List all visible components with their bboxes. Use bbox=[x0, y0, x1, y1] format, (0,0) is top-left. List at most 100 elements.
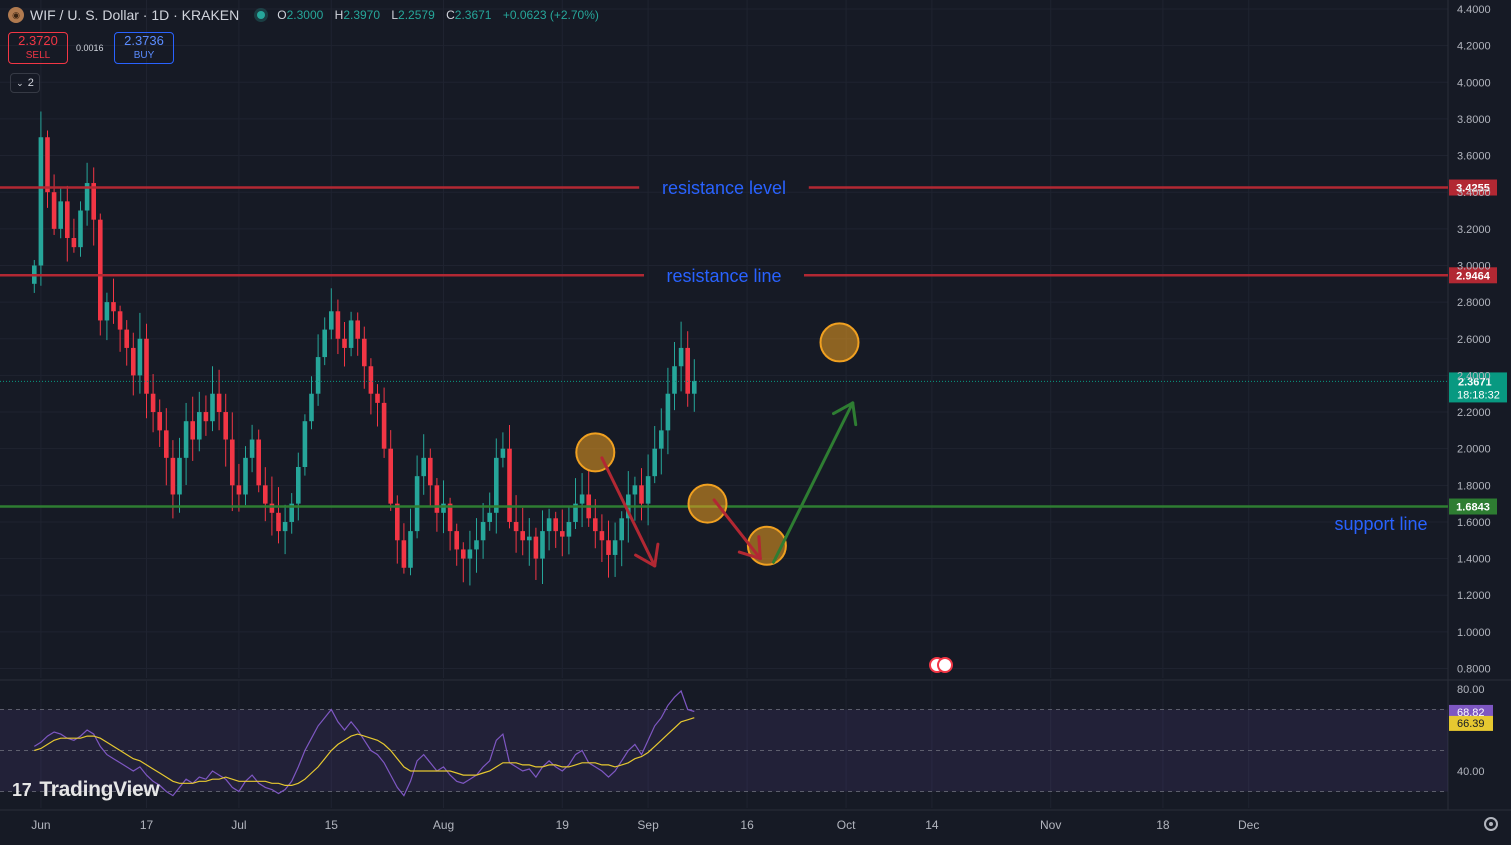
candle-body bbox=[117, 311, 123, 330]
candle-body bbox=[408, 531, 413, 568]
sell-button[interactable]: 2.3720 SELL bbox=[8, 32, 68, 64]
symbol-title[interactable]: WIF / U. S. Dollar · 1D · KRAKEN bbox=[30, 7, 240, 23]
candle-body bbox=[527, 536, 532, 541]
candle-body bbox=[461, 549, 466, 559]
price-tick-label: 2.8000 bbox=[1457, 297, 1491, 309]
time-tick-label: 18 bbox=[1156, 818, 1170, 832]
candle-body bbox=[137, 338, 143, 376]
candle-body bbox=[84, 183, 90, 211]
highlight-circle bbox=[687, 483, 728, 524]
candle-body bbox=[434, 485, 440, 513]
candle-body bbox=[315, 357, 321, 394]
candle-body bbox=[665, 393, 671, 431]
chevron-down-icon: ⌄ bbox=[16, 77, 24, 88]
candle-body bbox=[507, 448, 512, 522]
price-tick-label: 3.4000 bbox=[1457, 187, 1491, 199]
arrow-head bbox=[737, 550, 762, 561]
low-key: L bbox=[391, 8, 399, 22]
candle-body bbox=[414, 476, 420, 532]
candle-body bbox=[375, 393, 380, 403]
candle-body bbox=[78, 210, 83, 248]
time-tick-label: Oct bbox=[837, 818, 856, 832]
candle-body bbox=[342, 338, 347, 348]
buy-label: BUY bbox=[133, 50, 155, 61]
candle-body bbox=[38, 137, 44, 266]
price-tick-label: 3.0000 bbox=[1457, 260, 1491, 272]
highlight-circle bbox=[575, 432, 616, 473]
price-tick-label: 3.8000 bbox=[1457, 114, 1491, 126]
indicators-toggle-button[interactable]: ⌄ 2 bbox=[10, 73, 40, 93]
candle-body bbox=[566, 521, 572, 537]
candle-body bbox=[678, 347, 684, 367]
candle-body bbox=[71, 238, 77, 248]
arrow-head bbox=[851, 401, 858, 427]
candle-body bbox=[619, 518, 624, 541]
buy-button[interactable]: 2.3736 BUY bbox=[114, 32, 174, 64]
candle-body bbox=[520, 531, 525, 541]
candle-body bbox=[428, 457, 433, 486]
time-tick-label: 19 bbox=[556, 818, 570, 832]
candle-body bbox=[612, 540, 618, 555]
candle-body bbox=[441, 503, 446, 513]
dogwifhat-coin-icon: ◉ bbox=[8, 7, 24, 23]
candle-body bbox=[639, 485, 644, 504]
ohlc-values: O2.3000 H2.3970 L2.2579 C2.3671 +0.0623 … bbox=[277, 8, 607, 22]
arrow-head bbox=[757, 535, 762, 561]
price-tick-label: 1.0000 bbox=[1457, 627, 1491, 639]
sell-price: 2.3720 bbox=[18, 33, 58, 48]
price-tick-label: 1.8000 bbox=[1457, 480, 1491, 492]
candle-body bbox=[480, 521, 486, 541]
candle-body bbox=[296, 467, 301, 504]
candle-body bbox=[606, 540, 611, 555]
gear-icon[interactable] bbox=[1484, 817, 1498, 831]
price-tick-label: 0.8000 bbox=[1457, 664, 1491, 676]
change-value: +0.0623 (+2.70%) bbox=[502, 8, 599, 22]
candle-body bbox=[282, 521, 288, 532]
candle-body bbox=[309, 393, 314, 422]
time-tick-label: Jul bbox=[231, 818, 246, 832]
close-key: C bbox=[446, 8, 455, 22]
time-tick-label: 15 bbox=[325, 818, 339, 832]
candle-body bbox=[454, 531, 459, 550]
arrow-line bbox=[712, 498, 762, 561]
candle-body bbox=[368, 366, 374, 394]
rsi-tick-label: 80.00 bbox=[1457, 684, 1485, 696]
candle-body bbox=[190, 421, 195, 440]
candle-body bbox=[487, 512, 492, 522]
price-line-badge-label: 3.4255 bbox=[1456, 183, 1490, 195]
candle-body bbox=[216, 393, 222, 413]
time-tick-label: Jun bbox=[31, 818, 50, 832]
annotation-label: resistance level bbox=[662, 178, 786, 198]
price-tick-label: 1.6000 bbox=[1457, 517, 1491, 529]
candle-body bbox=[447, 503, 453, 532]
price-line-badge-label: 1.6843 bbox=[1456, 502, 1490, 514]
tradingview-logo[interactable]: 17 TradingView bbox=[12, 778, 160, 802]
arrow-line bbox=[600, 456, 657, 568]
time-tick-label: 14 bbox=[925, 818, 939, 832]
open-key: O bbox=[277, 8, 287, 22]
price-tick-label: 3.2000 bbox=[1457, 224, 1491, 236]
candle-body bbox=[256, 439, 261, 486]
candle-body bbox=[494, 457, 499, 513]
low-value: 2.2579 bbox=[398, 8, 435, 22]
candle-body bbox=[322, 329, 327, 358]
candle-body bbox=[348, 320, 354, 348]
candle-body bbox=[467, 549, 473, 559]
candle-body bbox=[177, 457, 182, 495]
highlight-circle bbox=[819, 322, 860, 363]
candle-body bbox=[58, 201, 63, 229]
candle-body bbox=[553, 518, 558, 532]
rsi-tick-label: 40.00 bbox=[1457, 766, 1485, 778]
arrow-head bbox=[831, 401, 855, 416]
market-status-dot[interactable] bbox=[257, 11, 266, 19]
candle-body bbox=[243, 457, 248, 495]
candle-body bbox=[230, 439, 235, 486]
time-tick-label: Nov bbox=[1040, 818, 1061, 832]
candle-body bbox=[104, 302, 110, 321]
price-tick-label: 2.4000 bbox=[1457, 370, 1491, 382]
candle-body bbox=[685, 347, 690, 394]
candle-body bbox=[263, 485, 268, 504]
tradingview-mark-icon: 17 bbox=[12, 779, 32, 800]
